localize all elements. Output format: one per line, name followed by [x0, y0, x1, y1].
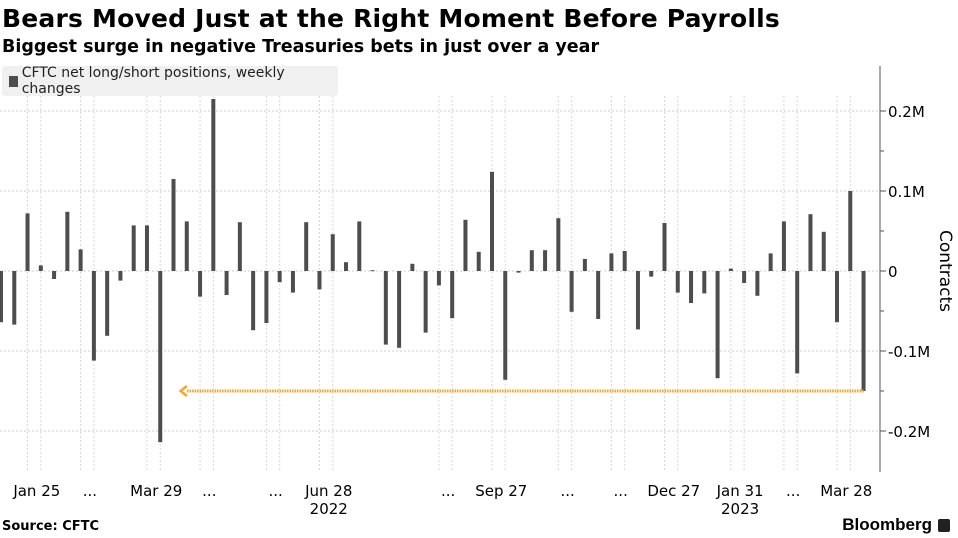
bloomberg-logo: Bloomberg [842, 515, 932, 534]
bar [649, 271, 654, 277]
x-tick-label: Sep 27 [475, 482, 527, 500]
bar [768, 253, 773, 271]
bar [370, 270, 375, 272]
bar [25, 213, 30, 271]
bar [728, 268, 733, 271]
bar [821, 231, 826, 271]
bar [689, 271, 694, 303]
source-note: Source: CFTC [2, 519, 100, 534]
bar [144, 225, 149, 271]
bar [861, 271, 866, 391]
bar [383, 271, 388, 345]
bar [304, 222, 309, 271]
bar [450, 271, 455, 319]
bar [410, 263, 415, 271]
bar [251, 271, 256, 331]
bar [635, 271, 640, 330]
bar [556, 218, 561, 271]
bar [463, 219, 468, 271]
x-tick-label: Mar 29 [130, 482, 182, 500]
bar [781, 221, 786, 271]
bar [808, 214, 813, 271]
bar [755, 271, 760, 296]
bar [158, 271, 163, 443]
bar [742, 271, 747, 283]
legend-swatch [9, 75, 18, 87]
y-axis-label: Contracts [935, 230, 955, 312]
bar [0, 271, 3, 323]
y-tick-label: -0.2M [888, 423, 930, 441]
x-tick-label: Jan 25 [12, 482, 60, 500]
bar [702, 271, 707, 294]
bar [489, 171, 494, 271]
bar [277, 271, 282, 283]
legend-label: CFTC net long/short positions, weekly ch… [21, 65, 285, 97]
bar [516, 271, 521, 273]
bar [529, 250, 534, 271]
bar [675, 271, 680, 293]
y-tick-label: 0.2M [888, 103, 925, 121]
bar [357, 221, 362, 271]
bar [290, 271, 295, 293]
legend: CFTC net long/short positions, weekly ch… [2, 65, 338, 97]
x-tick-label: ... [560, 482, 574, 500]
bar [12, 271, 17, 325]
chart-subtitle: Biggest surge in negative Treasuries bet… [2, 37, 600, 57]
y-tick-label: -0.1M [888, 343, 930, 361]
bar [423, 271, 428, 333]
bar [848, 191, 853, 271]
bar [105, 271, 110, 336]
x-tick-label: ... [614, 482, 628, 500]
bar [330, 234, 335, 271]
bar [582, 259, 587, 271]
bar [131, 225, 136, 271]
bar [569, 271, 574, 312]
x-tick-label: ... [441, 482, 455, 500]
bar [264, 271, 269, 323]
bar [662, 223, 667, 271]
bar [476, 251, 481, 271]
x-year-label: 2023 [721, 500, 759, 518]
bar [65, 211, 70, 271]
bar [835, 271, 840, 323]
bar [344, 262, 349, 271]
bar [795, 271, 800, 374]
bar [118, 271, 123, 281]
bloomberg-chart-icon [938, 519, 950, 532]
bar [397, 271, 402, 348]
bar [317, 271, 322, 290]
bar [503, 271, 508, 380]
bar [52, 271, 57, 279]
bar [596, 271, 601, 319]
bar [211, 99, 216, 271]
bar [543, 250, 548, 271]
x-tick-label: ... [202, 482, 216, 500]
bar [38, 265, 43, 271]
y-tick-label: 0 [888, 263, 898, 281]
bar [436, 271, 441, 286]
bar [237, 222, 242, 271]
bar [609, 253, 614, 271]
bar [224, 271, 229, 295]
y-tick-label: 0.1M [888, 183, 925, 201]
x-year-label: 2022 [310, 500, 348, 518]
bar [198, 271, 203, 297]
x-tick-label: Jan 31 [716, 482, 764, 500]
x-tick-label: ... [786, 482, 800, 500]
x-tick-label: ... [269, 482, 283, 500]
x-tick-label: Jun 28 [304, 482, 352, 500]
bar [715, 271, 720, 379]
bar [78, 249, 83, 271]
bar [184, 221, 189, 271]
annotation-arrowhead-icon [178, 385, 188, 397]
bar [622, 251, 627, 271]
x-tick-label: Mar 28 [820, 482, 872, 500]
x-tick-label: ... [83, 482, 97, 500]
chart-title: Bears Moved Just at the Right Moment Bef… [2, 4, 780, 33]
x-tick-label: Dec 27 [647, 482, 700, 500]
bar [91, 271, 96, 361]
bar [171, 179, 176, 271]
